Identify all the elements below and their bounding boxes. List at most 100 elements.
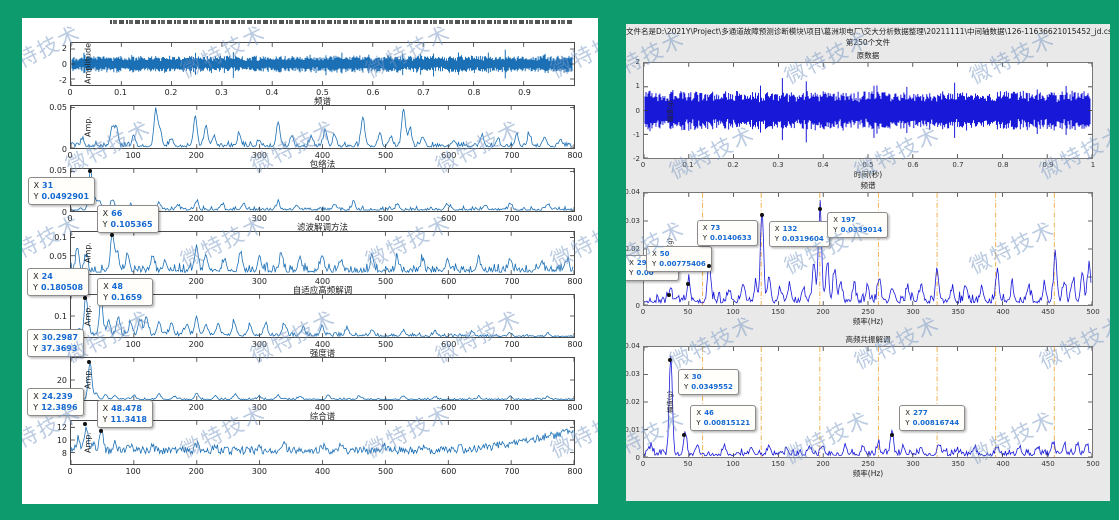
plot-canvas bbox=[644, 347, 1092, 457]
x-tick-label: 0.5 bbox=[862, 161, 874, 169]
x-tick-label: 250 bbox=[861, 460, 875, 468]
x-axis-label: 频率(Hz) bbox=[852, 469, 884, 478]
spectrum-series bbox=[644, 355, 1092, 457]
plot-canvas bbox=[71, 43, 574, 85]
datatip-x-value: X 30.2987 bbox=[33, 332, 79, 342]
x-tick-label: 800 bbox=[567, 151, 583, 160]
y-tick-label: 0.01 bbox=[626, 426, 640, 434]
x-tick-label: 0 bbox=[640, 460, 646, 468]
datatip-x-value: X 50 bbox=[652, 249, 670, 258]
datatip-marker bbox=[667, 292, 672, 297]
x-tick-label: 800 bbox=[567, 340, 583, 349]
datatip[interactable]: X 24 Y 0.180508 bbox=[27, 268, 90, 297]
datatip[interactable]: X 48.478 Y 11.3418 bbox=[96, 399, 153, 428]
x-tick-label: 0 bbox=[67, 151, 73, 160]
y-tick-label: 0 bbox=[61, 60, 67, 69]
y-tick-label: 12 bbox=[56, 422, 67, 432]
datatip[interactable]: X 197 Y 0.0339014 bbox=[827, 212, 889, 239]
datatip-y-value: Y 0.0339014 bbox=[833, 226, 883, 235]
x-tick-label: 0 bbox=[640, 308, 646, 316]
x-axis-label: 强度谱 bbox=[309, 349, 336, 359]
datatip[interactable]: X 48 Y 0.1659 bbox=[97, 277, 154, 306]
axes-plot-0[interactable] bbox=[643, 62, 1093, 159]
plot-canvas bbox=[644, 63, 1092, 158]
y-tick-label: 8 bbox=[61, 449, 67, 459]
datatip[interactable]: X 24.239 Y 12.3896 bbox=[27, 388, 84, 417]
axes-plot-3[interactable] bbox=[70, 231, 575, 275]
x-tick-label: 0.6 bbox=[907, 161, 919, 169]
datatip-marker bbox=[890, 433, 895, 438]
datatip[interactable]: X 31 Y 0.0492901 bbox=[27, 177, 96, 206]
y-tick-label: 0 bbox=[635, 106, 640, 115]
y-tick-label: 1 bbox=[635, 82, 640, 91]
datatip-marker bbox=[759, 212, 764, 217]
datatip-marker bbox=[668, 358, 672, 363]
x-tick-label: 0.2 bbox=[164, 88, 178, 97]
x-tick-label: 100 bbox=[125, 467, 141, 476]
axis-ticks bbox=[71, 232, 574, 274]
x-axis-label: 包络法 bbox=[309, 160, 336, 170]
x-tick-label: 600 bbox=[441, 151, 457, 160]
axes-plot-5[interactable] bbox=[70, 357, 575, 401]
x-tick-label: 0 bbox=[67, 467, 73, 476]
clipped-figure-title bbox=[110, 20, 572, 24]
x-axis-label: 滤波解调方法 bbox=[296, 223, 348, 233]
datatip-marker bbox=[87, 169, 92, 174]
axis-ticks bbox=[71, 358, 574, 400]
x-tick-label: 350 bbox=[951, 460, 965, 468]
y-tick-label: 2 bbox=[635, 58, 640, 66]
datatip-y-value: Y 0.0319604 bbox=[774, 234, 824, 243]
datatip-x-value: X 31 bbox=[33, 181, 54, 191]
datatip-y-value: Y 12.3896 bbox=[33, 403, 78, 413]
datatip[interactable]: X 30.2987 Y 37.3693 bbox=[27, 328, 85, 357]
datatip-y-value: Y 0.0492901 bbox=[33, 192, 90, 202]
x-tick-label: 50 bbox=[683, 308, 693, 316]
x-tick-label: 0.7 bbox=[417, 88, 430, 97]
axis-ticks bbox=[71, 43, 574, 85]
datatip-y-value: Y 0.1659 bbox=[103, 292, 143, 302]
x-tick-label: 100 bbox=[726, 308, 740, 316]
x-tick-label: 0.3 bbox=[215, 88, 228, 97]
x-tick-label: 600 bbox=[441, 214, 457, 223]
datatip[interactable]: X 30 Y 0.0349552 bbox=[678, 369, 739, 396]
y-tick-label: 0.04 bbox=[626, 188, 640, 196]
x-tick-label: 400 bbox=[314, 403, 331, 412]
datatip[interactable]: X 277 Y 0.00816744 bbox=[899, 405, 966, 432]
x-tick-label: 0 bbox=[640, 161, 646, 169]
datatip-y-value: Y 0.00 bbox=[629, 268, 654, 277]
axes-plot-1[interactable] bbox=[643, 192, 1093, 306]
x-tick-label: 800 bbox=[567, 403, 583, 412]
x-tick-label: 100 bbox=[125, 151, 141, 160]
x-tick-label: 100 bbox=[125, 340, 141, 349]
datatip-y-value: Y 0.0140633 bbox=[702, 233, 752, 242]
x-tick-label: 500 bbox=[377, 214, 394, 223]
axes-plot-1[interactable] bbox=[70, 105, 575, 149]
datatip-x-value: X 46 bbox=[696, 409, 714, 418]
x-tick-label: 300 bbox=[251, 214, 268, 223]
axes-plot-4[interactable] bbox=[70, 294, 575, 338]
datatip-y-value: Y 0.00815121 bbox=[696, 419, 751, 428]
datatip[interactable]: X 66 Y 0.105365 bbox=[96, 204, 159, 233]
datatip[interactable]: X 73 Y 0.0140633 bbox=[696, 219, 758, 246]
axes-plot-6[interactable] bbox=[70, 420, 575, 465]
x-tick-label: 500 bbox=[377, 403, 394, 412]
datatip-y-value: Y 0.105365 bbox=[102, 219, 153, 229]
spectrum-series bbox=[71, 426, 574, 456]
datatip-x-value: X 30 bbox=[684, 373, 702, 382]
x-tick-label: 300 bbox=[906, 460, 920, 468]
axes-plot-2[interactable] bbox=[643, 346, 1093, 458]
datatip[interactable]: X 46 Y 0.00815121 bbox=[690, 405, 757, 432]
x-tick-label: 600 bbox=[441, 467, 457, 476]
datatip[interactable]: X 50 Y 0.00775406 bbox=[646, 245, 712, 272]
axes-plot-0[interactable] bbox=[70, 42, 575, 86]
datatip[interactable]: X 132 Y 0.0319604 bbox=[768, 220, 830, 247]
x-tick-label: 500 bbox=[377, 151, 394, 160]
x-tick-label: 300 bbox=[251, 277, 268, 286]
figure-title-fileindex: 第250个文件 bbox=[845, 38, 891, 47]
right-figure-panel: 文件名是D:\2021Y\Project\多通道故障预测诊断模块\项目\葛洲坝电… bbox=[626, 24, 1110, 501]
plot-title: 频谱 bbox=[860, 181, 876, 190]
x-tick-label: 600 bbox=[441, 277, 457, 286]
y-tick-label: -2 bbox=[59, 75, 67, 85]
x-tick-label: 350 bbox=[951, 308, 965, 316]
datatip-x-value: X 29 bbox=[629, 258, 647, 267]
